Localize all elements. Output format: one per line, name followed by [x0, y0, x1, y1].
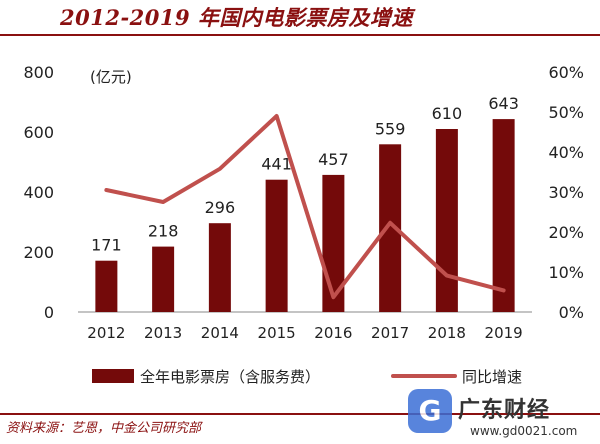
x-tick-label: 2018 [428, 324, 466, 342]
bar-data-label: 441 [261, 155, 292, 174]
growth-point [104, 188, 108, 192]
legend-bar-swatch [92, 369, 134, 383]
x-tick-label: 2014 [201, 324, 239, 342]
y-tick-label: 800 [23, 63, 54, 82]
bar [435, 129, 458, 312]
y2-tick-label: 0% [559, 303, 584, 322]
growth-point [445, 274, 449, 278]
growth-line [104, 114, 506, 300]
growth-point [275, 114, 279, 118]
watermark-brand: 广东财经 [458, 398, 551, 423]
bar-data-label: 218 [148, 222, 179, 241]
title-divider [0, 34, 600, 36]
x-tick-label: 2017 [371, 324, 409, 342]
y2-tick-label: 50% [548, 103, 584, 122]
y2-tick-label: 40% [548, 143, 584, 162]
growth-point [161, 200, 165, 204]
bar [492, 119, 515, 312]
legend-line-label: 同比增速 [462, 368, 523, 386]
legend-bar-label: 全年电影票房（含服务费） [140, 368, 321, 386]
y-axis-label: (亿元) [90, 68, 132, 86]
bar-data-label: 296 [205, 198, 236, 217]
watermark-url: www.gd0021.com [470, 424, 578, 438]
x-tick-label: 2015 [258, 324, 296, 342]
growth-point [502, 288, 506, 292]
x-tick-label: 2019 [485, 324, 523, 342]
y-tick-label: 0 [44, 303, 54, 322]
bar [379, 144, 402, 312]
g-logo-icon: G [408, 389, 452, 433]
y2-tick-label: 10% [548, 263, 584, 282]
y2-tick-label: 30% [548, 183, 584, 202]
source-note: 资料来源：艺恩，中金公司研究部 [6, 421, 202, 436]
bar-data-label: 559 [375, 119, 406, 138]
source-divider [0, 413, 600, 415]
logo-glyph: G [418, 394, 442, 427]
bar [95, 260, 118, 312]
legend-line-swatch [391, 374, 457, 378]
x-tick-label: 2016 [314, 324, 352, 342]
bar [265, 179, 288, 312]
x-tick-label: 2013 [144, 324, 182, 342]
bar [208, 223, 231, 312]
legend: 全年电影票房（含服务费） 同比增速 [0, 362, 600, 390]
bar-data-label: 171 [91, 236, 122, 255]
growth-point [331, 295, 335, 299]
y-tick-label: 200 [23, 243, 54, 262]
x-tick-label: 2012 [87, 324, 125, 342]
growth-point [218, 167, 222, 171]
chart-title: 2012-2019 年国内电影票房及增速 [60, 5, 413, 30]
growth-point [388, 221, 392, 225]
bar-data-label: 643 [488, 94, 519, 113]
bar [152, 246, 175, 312]
bar-data-label: 457 [318, 150, 349, 169]
y2-tick-label: 20% [548, 223, 584, 242]
chart-area: 0 200 400 600 800 0% 10% 20% 30% 40% 50% 60% (亿元) 171… [23, 63, 584, 342]
y2-tick-label: 60% [548, 63, 584, 82]
y-tick-label: 600 [23, 123, 54, 142]
bar-data-label: 610 [432, 104, 463, 123]
y-tick-label: 400 [23, 183, 54, 202]
